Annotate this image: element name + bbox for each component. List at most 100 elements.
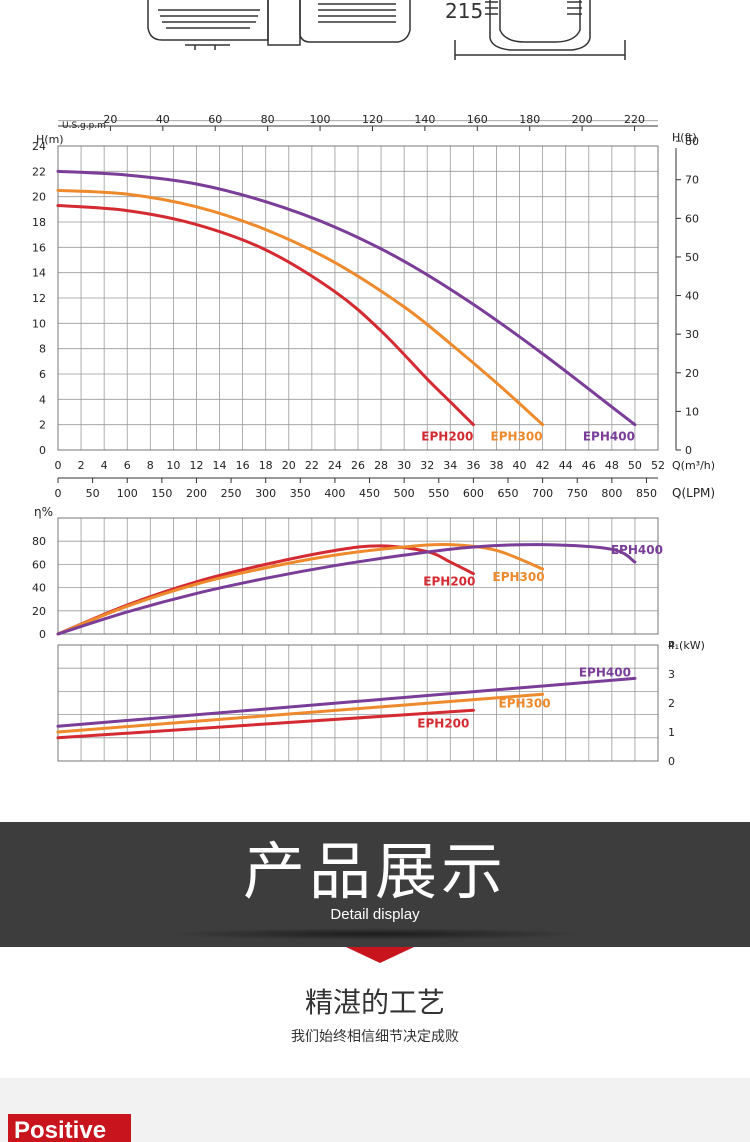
gpm-tick-label: 200 — [572, 113, 593, 126]
banner-subtitle: Detail display — [330, 906, 420, 923]
y-tick-label: 2 — [39, 419, 46, 432]
craft-subtitle: 我们始终相信细节决定成败 — [291, 1029, 459, 1045]
series-label-eph400: EPH400 — [611, 543, 663, 557]
x-tick-label: 36 — [466, 459, 480, 472]
y-tick-label: 60 — [32, 558, 46, 571]
y2-tick-label: 60 — [685, 212, 699, 225]
detail-display-banner: 产品展示 Detail display — [0, 822, 750, 947]
y2-tick-label: 50 — [685, 251, 699, 264]
series-line-eph200 — [56, 204, 475, 427]
performance-charts: U.S.g.p.m20 40 60 80 100 120 140 160 180 200 220H(… — [32, 113, 715, 768]
craft-title: 精湛的工艺 — [304, 986, 445, 1019]
x-tick-label: 26 — [351, 459, 365, 472]
y-tick-label: 12 — [32, 292, 46, 305]
series-label-eph300: EPH300 — [499, 696, 551, 710]
x-tick-label: 10 — [166, 459, 180, 472]
banner-shadow — [165, 928, 585, 940]
gpm-tick-label: 100 — [310, 113, 331, 126]
x-tick-label: 30 — [397, 459, 411, 472]
dimension-label: 215 — [445, 0, 483, 23]
gpm-tick-label: 80 — [261, 113, 275, 126]
efficiency-chart: η% 0 20 40 60 80 EPH200 EPH300 EPH400 — [32, 505, 663, 641]
lpm-tick-label: 350 — [290, 487, 311, 500]
lpm-tick-label: 200 — [186, 487, 207, 500]
lpm-tick-label: 100 — [117, 487, 138, 500]
y2-tick-label: 10 — [685, 405, 699, 418]
series-label-eph200: EPH200 — [421, 430, 473, 444]
x-tick-label: 14 — [213, 459, 227, 472]
y2-tick-label: 0 — [685, 444, 692, 457]
series-line-eph200 — [56, 708, 475, 740]
x-tick-label: 50 — [628, 459, 642, 472]
y-tick-label: 8 — [39, 343, 46, 356]
x-tick-label: 48 — [605, 459, 619, 472]
gpm-tick-label: 20 — [103, 113, 117, 126]
lpm-tick-label: 700 — [532, 487, 553, 500]
x-tick-label: 4 — [101, 459, 108, 472]
lpm-tick-label: 550 — [428, 487, 449, 500]
y-tick-label: 4 — [668, 639, 675, 652]
x-tick-label: 46 — [582, 459, 596, 472]
y-tick-label: 20 — [32, 191, 46, 204]
series-line-eph400 — [56, 543, 637, 636]
x-tick-label: 28 — [374, 459, 388, 472]
y-tick-label: 80 — [32, 535, 46, 548]
series-label-eph400: EPH400 — [579, 665, 631, 679]
x-tick-label: 34 — [443, 459, 457, 472]
series-label-eph300: EPH300 — [491, 430, 543, 444]
y-tick-label: 22 — [32, 165, 46, 178]
banner-title: 产品展示 — [242, 835, 507, 908]
y-tick-label: 18 — [32, 216, 46, 229]
power-chart: P₁(kW) 0 1 2 3 4 EPH200 EPH300 EPH400 — [56, 639, 705, 768]
x-axis-label: Q(m³/h) — [672, 459, 715, 472]
lpm-tick-label: 600 — [463, 487, 484, 500]
y-tick-label: 40 — [32, 582, 46, 595]
x-tick-label: 0 — [55, 459, 62, 472]
y2-tick-label: 40 — [685, 290, 699, 303]
y-tick-label: 24 — [32, 140, 46, 153]
x-tick-label: 20 — [282, 459, 296, 472]
y-tick-label: 0 — [39, 444, 46, 457]
y-tick-label: 1 — [668, 726, 675, 739]
lpm-tick-label: 750 — [567, 487, 588, 500]
lpm-tick-label: 250 — [221, 487, 242, 500]
gpm-tick-label: 220 — [624, 113, 645, 126]
series-line-eph400 — [56, 676, 637, 728]
series-label-eph200: EPH200 — [417, 716, 469, 730]
gpm-tick-label: 40 — [156, 113, 170, 126]
series-label-eph200: EPH200 — [423, 575, 475, 589]
y2-tick-label: 80 — [685, 135, 699, 148]
plot-frame — [57, 644, 659, 762]
x-tick-label: 52 — [651, 459, 665, 472]
lpm-tick-label: 850 — [636, 487, 657, 500]
y2-tick-label: 70 — [685, 174, 699, 187]
y-tick-label: 3 — [668, 668, 675, 681]
x-tick-label: 2 — [78, 459, 85, 472]
x-tick-label: 6 — [124, 459, 131, 472]
series-label-eph400: EPH400 — [583, 430, 635, 444]
y-tick-label: 0 — [668, 755, 675, 768]
gpm-axis-label: U.S.g.p.m — [62, 121, 106, 131]
y2-tick-label: 30 — [685, 328, 699, 341]
gpm-tick-label: 140 — [414, 113, 435, 126]
pump-drawing: 215 — [147, 0, 626, 60]
gpm-tick-label: 60 — [208, 113, 222, 126]
banner-arrow-icon — [346, 947, 414, 963]
x-tick-label: 18 — [259, 459, 273, 472]
y-tick-label: 10 — [32, 317, 46, 330]
y-tick-label: 6 — [39, 368, 46, 381]
y-tick-label: 14 — [32, 267, 46, 280]
lpm-tick-label: 450 — [359, 487, 380, 500]
plot-frame — [57, 517, 659, 635]
x-tick-label: 12 — [189, 459, 203, 472]
lpm-tick-label: 400 — [324, 487, 345, 500]
lpm-tick-label: 50 — [86, 487, 100, 500]
lpm-tick-label: 0 — [55, 487, 62, 500]
series-line-eph300 — [56, 188, 545, 427]
lpm-tick-label: 300 — [255, 487, 276, 500]
lpm-tick-label: 800 — [601, 487, 622, 500]
gpm-tick-label: 120 — [362, 113, 383, 126]
x-tick-label: 22 — [305, 459, 319, 472]
y-axis-label: η% — [34, 505, 53, 519]
lpm-axis-label: Q(LPM) — [672, 486, 715, 500]
